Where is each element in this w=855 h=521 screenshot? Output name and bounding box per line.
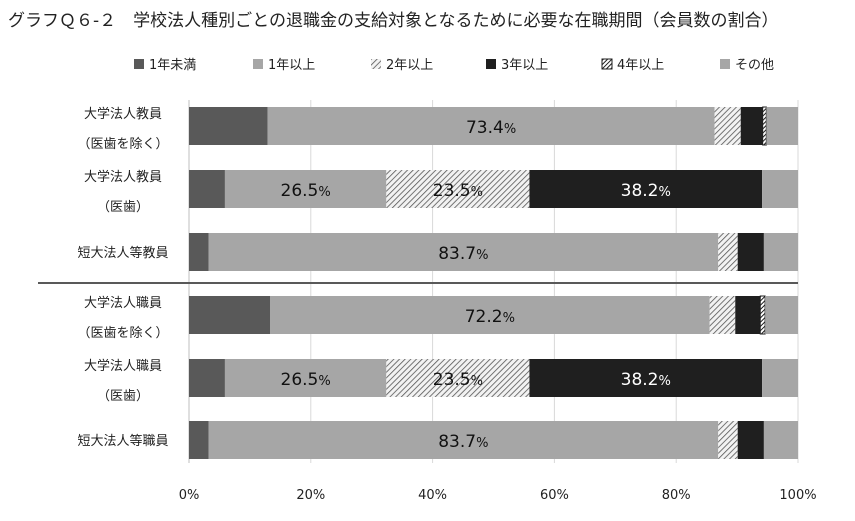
- category-label: 大学法人教員: [84, 169, 162, 185]
- data-label: 83.7%: [438, 244, 488, 264]
- bar-segment: [208, 233, 719, 271]
- x-tick-label: 0%: [179, 488, 200, 503]
- bar-segment: [189, 170, 225, 208]
- bar-segment: [529, 359, 763, 397]
- bar-segment: [740, 107, 763, 145]
- bar-segment: [189, 107, 268, 145]
- legend-swatch: [720, 59, 730, 69]
- gridlines: [188, 100, 799, 463]
- chart-title: グラフＱ６-２ 学校法人種別ごとの退職金の支給対象となるために必要な在職期間（会…: [8, 11, 778, 31]
- legend-label: 4年以上: [617, 58, 664, 73]
- bar-segment: [718, 421, 738, 459]
- bar-segment: [189, 296, 270, 334]
- bar-segment: [269, 296, 710, 334]
- bar-segment: [386, 359, 530, 397]
- bar-segment: [189, 233, 209, 271]
- legend: 1年未満 1年以上 2年以上 3年以上 4年以上 その他: [134, 58, 774, 73]
- bar-segment: [267, 107, 715, 145]
- data-label: 72.2%: [465, 307, 515, 327]
- bar-segment: [759, 295, 766, 335]
- legend-swatch: [134, 59, 144, 69]
- bar-segment: [762, 170, 798, 208]
- bar-segment: [765, 296, 798, 334]
- category-label: 短大法人等職員: [77, 433, 168, 449]
- data-label: 23.5%: [433, 370, 483, 390]
- category-sublabel: （医歯）: [97, 200, 149, 215]
- bar-segment: [762, 359, 798, 397]
- bar-segment: [766, 107, 798, 145]
- legend-label: 3年以上: [501, 58, 548, 73]
- bar-segment: [709, 296, 736, 334]
- bar-segment: [189, 359, 225, 397]
- bar-segment: [763, 233, 798, 271]
- legend-label: その他: [735, 58, 774, 73]
- bar-segment: [762, 106, 767, 146]
- legend-label: 1年以上: [268, 58, 315, 73]
- bar-segment: [208, 421, 719, 459]
- category-sublabel: （医歯を除く）: [77, 137, 168, 152]
- bar-segment: [735, 296, 761, 334]
- data-labels: 73.4% 26.5% 23.5% 38.2% 83.7% 72.2% 26.5% 23.5%…: [281, 118, 671, 452]
- bar-segment: [714, 107, 741, 145]
- x-tick-label: 60%: [540, 488, 569, 503]
- bar-segment: [224, 359, 387, 397]
- data-label: 83.7%: [438, 432, 488, 452]
- legend-swatch: [371, 59, 381, 69]
- category-label: 大学法人職員: [84, 295, 162, 311]
- data-label: 26.5%: [281, 370, 331, 390]
- data-label: 38.2%: [621, 370, 671, 390]
- bars: [189, 106, 798, 459]
- legend-label: 2年以上: [386, 58, 433, 73]
- bar-segment: [737, 233, 764, 271]
- category-sublabel: （医歯）: [97, 389, 149, 404]
- legend-swatch: [253, 59, 263, 69]
- x-tick-label: 20%: [296, 488, 325, 503]
- x-axis-ticks: 0% 20% 40% 60% 80% 100%: [179, 488, 817, 503]
- bar-segment: [763, 421, 798, 459]
- bar-segment: [189, 421, 209, 459]
- bar-segment: [737, 421, 764, 459]
- data-label: 23.5%: [433, 181, 483, 201]
- legend-label: 1年未満: [149, 58, 196, 73]
- category-label: 大学法人職員: [84, 358, 162, 374]
- category-label: 大学法人教員: [84, 106, 162, 122]
- bar-segment: [386, 170, 530, 208]
- bar-segment: [224, 170, 387, 208]
- data-label: 38.2%: [621, 181, 671, 201]
- data-label: 73.4%: [466, 118, 516, 138]
- data-label: 26.5%: [281, 181, 331, 201]
- legend-swatch: [601, 58, 613, 70]
- legend-swatch: [486, 59, 496, 69]
- category-sublabel: （医歯を除く）: [77, 326, 168, 341]
- category-label: 短大法人等教員: [77, 245, 168, 261]
- x-tick-label: 100%: [779, 488, 816, 503]
- bar-segment: [718, 233, 738, 271]
- x-tick-label: 80%: [662, 488, 691, 503]
- x-tick-label: 40%: [418, 488, 447, 503]
- bar-segment: [529, 170, 763, 208]
